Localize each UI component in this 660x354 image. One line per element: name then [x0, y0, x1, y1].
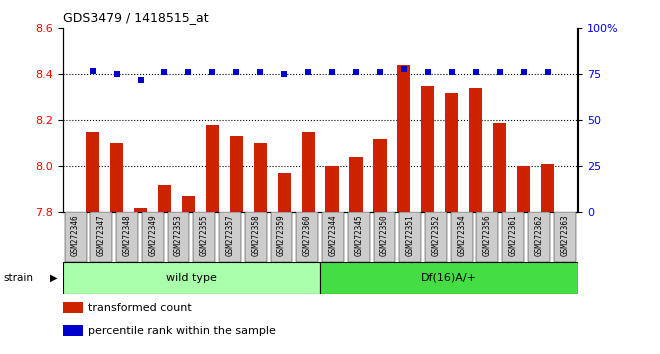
Bar — [469, 88, 482, 212]
Text: strain: strain — [3, 273, 33, 283]
FancyBboxPatch shape — [193, 212, 215, 262]
Bar — [278, 173, 291, 212]
FancyBboxPatch shape — [245, 212, 267, 262]
Text: GSM272354: GSM272354 — [457, 214, 466, 256]
Point — [399, 66, 409, 72]
Bar — [206, 125, 219, 212]
Bar — [397, 65, 411, 212]
Bar — [230, 136, 243, 212]
Text: GSM272353: GSM272353 — [174, 214, 183, 256]
Text: GSM272350: GSM272350 — [380, 214, 389, 256]
Text: GSM272349: GSM272349 — [148, 214, 157, 256]
Text: GSM272357: GSM272357 — [226, 214, 234, 256]
Bar — [325, 166, 339, 212]
Bar — [421, 86, 434, 212]
Text: GSM272360: GSM272360 — [303, 214, 312, 256]
Point — [350, 70, 361, 75]
Point — [303, 70, 313, 75]
Bar — [446, 93, 458, 212]
Text: GDS3479 / 1418515_at: GDS3479 / 1418515_at — [63, 11, 209, 24]
FancyBboxPatch shape — [168, 212, 189, 262]
Bar — [182, 196, 195, 212]
Bar — [349, 157, 362, 212]
Text: ▶: ▶ — [50, 273, 57, 283]
Bar — [302, 132, 315, 212]
Point — [112, 72, 122, 77]
Bar — [110, 143, 123, 212]
Bar — [158, 185, 171, 212]
Text: GSM272358: GSM272358 — [251, 214, 260, 256]
FancyBboxPatch shape — [90, 212, 112, 262]
Point — [327, 70, 337, 75]
Point — [471, 70, 481, 75]
Bar — [374, 139, 387, 212]
Point — [279, 72, 290, 77]
Text: GSM272361: GSM272361 — [509, 214, 517, 256]
Bar — [86, 132, 99, 212]
Text: GSM272352: GSM272352 — [432, 214, 440, 256]
Point — [494, 70, 505, 75]
Point — [518, 70, 529, 75]
Point — [255, 70, 265, 75]
FancyBboxPatch shape — [271, 212, 292, 262]
FancyBboxPatch shape — [502, 212, 524, 262]
Text: GSM272363: GSM272363 — [560, 214, 569, 256]
Point — [207, 70, 218, 75]
FancyBboxPatch shape — [374, 212, 395, 262]
FancyBboxPatch shape — [348, 212, 370, 262]
FancyBboxPatch shape — [399, 212, 421, 262]
Point — [375, 70, 385, 75]
Text: percentile rank within the sample: percentile rank within the sample — [88, 326, 277, 336]
Text: GSM272347: GSM272347 — [97, 214, 106, 256]
FancyBboxPatch shape — [425, 212, 447, 262]
Text: GSM272344: GSM272344 — [329, 214, 337, 256]
Text: GSM272355: GSM272355 — [200, 214, 209, 256]
FancyBboxPatch shape — [554, 212, 576, 262]
FancyBboxPatch shape — [65, 212, 86, 262]
Point — [159, 70, 170, 75]
Text: GSM272362: GSM272362 — [535, 214, 543, 256]
Point — [183, 70, 194, 75]
FancyBboxPatch shape — [320, 262, 578, 294]
Text: transformed count: transformed count — [88, 303, 192, 313]
Bar — [253, 143, 267, 212]
Text: GSM272348: GSM272348 — [123, 214, 131, 256]
Text: Df(16)A/+: Df(16)A/+ — [421, 273, 477, 283]
Bar — [541, 164, 554, 212]
FancyBboxPatch shape — [116, 212, 138, 262]
Text: wild type: wild type — [166, 273, 217, 283]
FancyBboxPatch shape — [528, 212, 550, 262]
FancyBboxPatch shape — [219, 212, 241, 262]
FancyBboxPatch shape — [63, 262, 320, 294]
Text: GSM272359: GSM272359 — [277, 214, 286, 256]
Bar — [63, 302, 83, 314]
Text: GSM272356: GSM272356 — [483, 214, 492, 256]
Point — [87, 68, 98, 74]
Point — [543, 70, 553, 75]
Bar — [134, 208, 147, 212]
Point — [422, 70, 433, 75]
Text: GSM272351: GSM272351 — [406, 214, 414, 256]
Bar — [493, 123, 506, 212]
FancyBboxPatch shape — [322, 212, 344, 262]
Point — [446, 70, 457, 75]
FancyBboxPatch shape — [451, 212, 473, 262]
Point — [231, 70, 242, 75]
Point — [135, 77, 146, 83]
Bar — [63, 325, 83, 336]
FancyBboxPatch shape — [296, 212, 318, 262]
FancyBboxPatch shape — [477, 212, 498, 262]
FancyBboxPatch shape — [142, 212, 164, 262]
Text: GSM272345: GSM272345 — [354, 214, 363, 256]
Text: GSM272346: GSM272346 — [71, 214, 80, 256]
Bar — [517, 166, 530, 212]
